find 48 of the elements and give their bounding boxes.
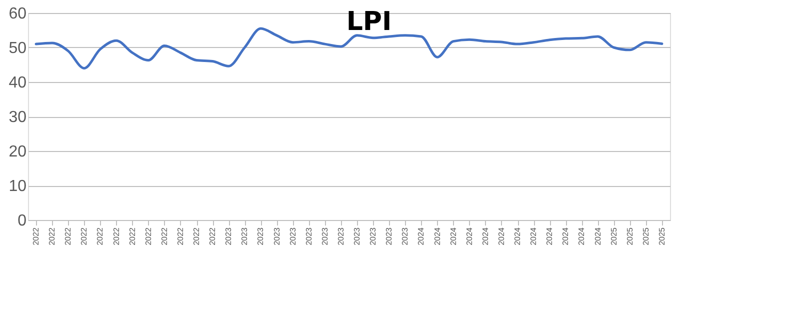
y-tick-label: 10 — [8, 178, 27, 195]
x-tick-label: 2024 — [577, 226, 586, 246]
x-tick-label: 2022 — [112, 226, 121, 246]
y-tick-label: 0 — [18, 212, 27, 230]
x-tick-label: 2022 — [48, 226, 57, 246]
x-tick-label: 2023 — [304, 226, 314, 246]
x-tick-label: 2023 — [320, 226, 330, 246]
x-tick-label: 2024 — [529, 226, 538, 246]
x-tick-label: 2024 — [561, 226, 570, 246]
y-tick-label: 40 — [8, 74, 27, 92]
x-tick-label: 2024 — [545, 226, 554, 246]
x-tick-label: 2023 — [384, 226, 394, 246]
x-tick-label: 2024 — [513, 226, 522, 246]
x-tick-label: 2024 — [432, 226, 442, 246]
x-tick-label: 2022 — [144, 226, 153, 246]
x-tick-label: 2023 — [336, 226, 346, 246]
x-tick-label: 2022 — [32, 226, 41, 246]
x-tick-label: 2025 — [657, 226, 666, 246]
y-tick-label: 30 — [8, 109, 27, 126]
x-tick-label: 2022 — [128, 226, 137, 246]
x-tick-label: 2022 — [192, 226, 202, 246]
y-tick-label: 20 — [8, 144, 27, 160]
x-tick-label: 2022 — [160, 226, 169, 246]
x-tick-label: 2022 — [64, 226, 73, 246]
y-tick-label: 60 — [8, 6, 27, 22]
x-tick-label: 2023 — [400, 226, 410, 246]
x-tick-label: 2023 — [224, 226, 234, 246]
x-tick-label: 2022 — [96, 226, 105, 246]
x-tick-label: 2025 — [641, 226, 650, 246]
x-tick-label: 2024 — [464, 226, 474, 246]
x-tick-label: 2024 — [416, 226, 426, 246]
x-tick-label: 2025 — [625, 226, 634, 246]
x-tick-label: 2023 — [240, 226, 250, 246]
x-tick-label: 2024 — [496, 226, 506, 246]
y-tick-label: 50 — [8, 40, 27, 57]
x-tick-label: 2025 — [609, 226, 618, 246]
x-tick-label: 2024 — [448, 226, 458, 246]
x-tick-label: 2023 — [368, 226, 378, 246]
x-tick-label: 2023 — [272, 226, 282, 246]
x-tick-label: 2024 — [593, 226, 602, 246]
x-tick-label: 2022 — [176, 226, 185, 246]
x-tick-label: 2022 — [208, 226, 218, 246]
x-tick-label: 2023 — [288, 226, 298, 246]
x-tick-label: 2024 — [480, 226, 490, 246]
x-tick-label: 2022 — [80, 226, 89, 246]
x-tick-label: 2023 — [256, 226, 266, 246]
chart-title: LPI — [346, 7, 392, 37]
x-tick-label: 2023 — [352, 226, 362, 246]
